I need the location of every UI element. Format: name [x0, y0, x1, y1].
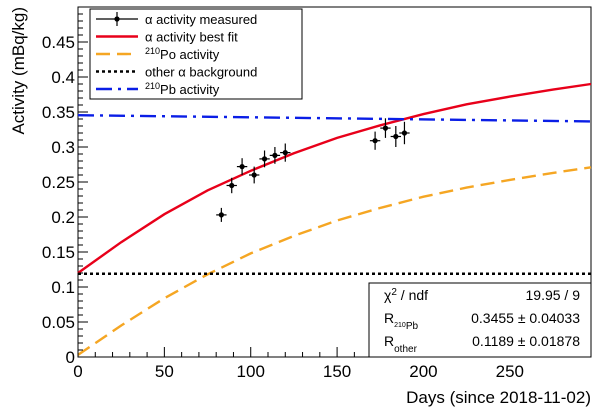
y-axis-title: Activity (mBq/kg) — [9, 7, 28, 135]
stats-box: χ2 / ndf 19.95 / 9 R210Pb 0.3455 ± 0.040… — [368, 282, 592, 358]
stats-rother-label: Rother — [384, 333, 418, 355]
y-tick-label: 0.1 — [51, 278, 75, 297]
y-tick-label: 0.05 — [42, 313, 75, 332]
data-point — [380, 118, 391, 138]
x-tick-label: 0 — [73, 362, 82, 381]
point-marker — [261, 156, 268, 162]
point-marker — [251, 172, 257, 178]
x-tick-label: 100 — [237, 362, 265, 381]
legend-entry-other: other α background — [96, 65, 257, 80]
x-tick-label: 150 — [323, 362, 351, 381]
stats-rother-value: 0.1189 ± 0.01878 — [472, 333, 580, 349]
point-marker — [272, 152, 278, 158]
data-point — [216, 207, 227, 222]
point-marker — [382, 125, 389, 131]
series-line — [77, 166, 592, 356]
y-tick-label: 0.4 — [51, 68, 75, 87]
stats-rpb-label: R210Pb — [384, 310, 418, 332]
data-point — [226, 177, 237, 194]
y-tick-label: 0.35 — [42, 103, 75, 122]
legend-entry-meas: α activity measured — [96, 12, 257, 27]
data-point — [269, 147, 281, 164]
y-tick-label: 0.3 — [51, 138, 75, 157]
point-marker — [372, 138, 378, 144]
legend-entry-fit: α activity best fit — [96, 30, 238, 45]
legend-label: 210Pb activity — [145, 81, 220, 97]
axes-layer: 0 50 100 150 200 250 0 0.05 0.1 0.15 0.2 0.25 0.3 0.3… — [42, 13, 580, 381]
y-tick-label: 0.2 — [51, 208, 75, 227]
data-point — [390, 126, 401, 147]
stats-box-frame — [368, 282, 592, 358]
stats-rpb-value: 0.3455 ± 0.04033 — [471, 310, 580, 326]
legend-label: α activity best fit — [145, 30, 238, 45]
point-marker — [229, 182, 235, 189]
point-marker — [401, 130, 408, 136]
x-tick-label: 200 — [409, 362, 437, 381]
x-axis-title: Days (since 2018-11-02) — [406, 388, 591, 407]
point-marker — [282, 150, 288, 156]
point-marker — [239, 164, 245, 170]
data-points-layer — [216, 118, 410, 222]
legend-label: α activity measured — [145, 12, 257, 27]
legend-entry-po: 210Po activity — [96, 46, 220, 62]
data-point — [259, 150, 270, 168]
data-point — [399, 121, 410, 145]
data-point — [280, 143, 291, 162]
data-point — [236, 158, 248, 175]
legend-label: 210Po activity — [145, 46, 220, 62]
stats-chi2-label: χ2 / ndf — [384, 287, 428, 304]
x-tick-label: 50 — [155, 362, 174, 381]
series-line — [77, 114, 592, 123]
legend-label: other α background — [145, 65, 257, 80]
legend-marker-dot — [114, 16, 120, 22]
data-point — [369, 131, 381, 150]
legend-entry-pb: 210Pb activity — [96, 81, 220, 97]
point-marker — [218, 212, 224, 218]
curves-layer — [77, 82, 592, 356]
point-marker — [393, 133, 399, 140]
y-tick-label: 0 — [66, 348, 75, 367]
stats-chi2-value: 19.95 / 9 — [526, 287, 581, 303]
y-tick-label: 0.45 — [42, 33, 75, 52]
x-tick-label: 250 — [496, 362, 524, 381]
y-tick-label: 0.15 — [42, 243, 75, 262]
y-tick-label: 0.25 — [42, 173, 75, 192]
series-line — [77, 82, 592, 274]
data-point — [249, 166, 260, 184]
